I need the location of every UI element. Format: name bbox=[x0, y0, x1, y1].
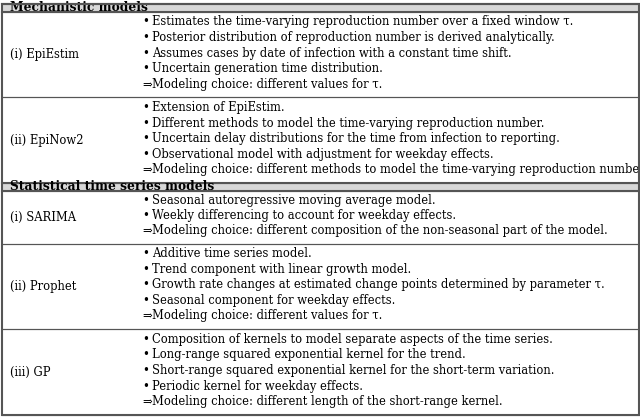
Text: Estimates the time-varying reproduction number over a fixed window τ.: Estimates the time-varying reproduction … bbox=[152, 16, 573, 28]
Text: •: • bbox=[143, 62, 150, 75]
Text: Extension of EpiEstim.: Extension of EpiEstim. bbox=[152, 101, 284, 114]
Text: Modeling choice: different values for τ.: Modeling choice: different values for τ. bbox=[152, 78, 382, 91]
Text: ⇒: ⇒ bbox=[143, 163, 152, 176]
Text: Modeling choice: different length of the short-range kernel.: Modeling choice: different length of the… bbox=[152, 395, 502, 408]
Text: •: • bbox=[143, 263, 150, 276]
Text: Posterior distribution of reproduction number is derived analytically.: Posterior distribution of reproduction n… bbox=[152, 31, 554, 44]
Text: •: • bbox=[143, 380, 150, 393]
Text: Composition of kernels to model separate aspects of the time series.: Composition of kernels to model separate… bbox=[152, 333, 552, 346]
Text: Long-range squared exponential kernel for the trend.: Long-range squared exponential kernel fo… bbox=[152, 348, 465, 361]
Text: •: • bbox=[143, 278, 150, 291]
Text: •: • bbox=[143, 194, 150, 207]
Text: •: • bbox=[143, 247, 150, 260]
Text: Growth rate changes at estimated change points determined by parameter τ.: Growth rate changes at estimated change … bbox=[152, 278, 604, 291]
Text: •: • bbox=[143, 364, 150, 377]
Text: •: • bbox=[143, 47, 150, 59]
Text: (i) SARIMA: (i) SARIMA bbox=[10, 211, 76, 224]
Text: ⇒: ⇒ bbox=[143, 224, 152, 237]
Text: Statistical time series models: Statistical time series models bbox=[10, 181, 214, 194]
Text: Seasonal autoregressive moving average model.: Seasonal autoregressive moving average m… bbox=[152, 194, 435, 207]
Text: •: • bbox=[143, 209, 150, 222]
Text: •: • bbox=[143, 348, 150, 361]
Text: •: • bbox=[143, 116, 150, 129]
Text: •: • bbox=[143, 132, 150, 145]
Bar bbox=[2, 183, 639, 191]
Text: (ii) EpiNow2: (ii) EpiNow2 bbox=[10, 134, 84, 147]
Text: •: • bbox=[143, 294, 150, 307]
Text: •: • bbox=[143, 333, 150, 346]
Text: Different methods to model the time-varying reproduction number.: Different methods to model the time-vary… bbox=[152, 116, 544, 129]
Text: Trend component with linear growth model.: Trend component with linear growth model… bbox=[152, 263, 411, 276]
Text: Additive time series model.: Additive time series model. bbox=[152, 247, 312, 260]
Text: •: • bbox=[143, 148, 150, 161]
Text: •: • bbox=[143, 101, 150, 114]
Text: ⇒: ⇒ bbox=[143, 309, 152, 323]
Text: (ii) Prophet: (ii) Prophet bbox=[10, 280, 77, 293]
Text: Uncertain generation time distribution.: Uncertain generation time distribution. bbox=[152, 62, 383, 75]
Text: Modeling choice: different composition of the non-seasonal part of the model.: Modeling choice: different composition o… bbox=[152, 224, 607, 237]
Text: Periodic kernel for weekday effects.: Periodic kernel for weekday effects. bbox=[152, 380, 363, 393]
Text: Seasonal component for weekday effects.: Seasonal component for weekday effects. bbox=[152, 294, 395, 307]
Text: •: • bbox=[143, 31, 150, 44]
Text: Short-range squared exponential kernel for the short-term variation.: Short-range squared exponential kernel f… bbox=[152, 364, 554, 377]
Text: Weekly differencing to account for weekday effects.: Weekly differencing to account for weekd… bbox=[152, 209, 456, 222]
Text: (iii) GP: (iii) GP bbox=[10, 365, 51, 378]
Text: Assumes cases by date of infection with a constant time shift.: Assumes cases by date of infection with … bbox=[152, 47, 511, 59]
Bar bbox=[2, 4, 639, 12]
Text: (i) EpiEstim: (i) EpiEstim bbox=[10, 48, 79, 61]
Text: Modeling choice: different values for τ.: Modeling choice: different values for τ. bbox=[152, 309, 382, 323]
Text: •: • bbox=[143, 16, 150, 28]
Text: Modeling choice: different methods to model the time-varying reproduction number: Modeling choice: different methods to mo… bbox=[152, 163, 640, 176]
Text: Observational model with adjustment for weekday effects.: Observational model with adjustment for … bbox=[152, 148, 493, 161]
Text: Mechanistic models: Mechanistic models bbox=[10, 2, 148, 15]
Text: ⇒: ⇒ bbox=[143, 395, 152, 408]
Text: ⇒: ⇒ bbox=[143, 78, 152, 91]
Text: Uncertain delay distributions for the time from infection to reporting.: Uncertain delay distributions for the ti… bbox=[152, 132, 559, 145]
